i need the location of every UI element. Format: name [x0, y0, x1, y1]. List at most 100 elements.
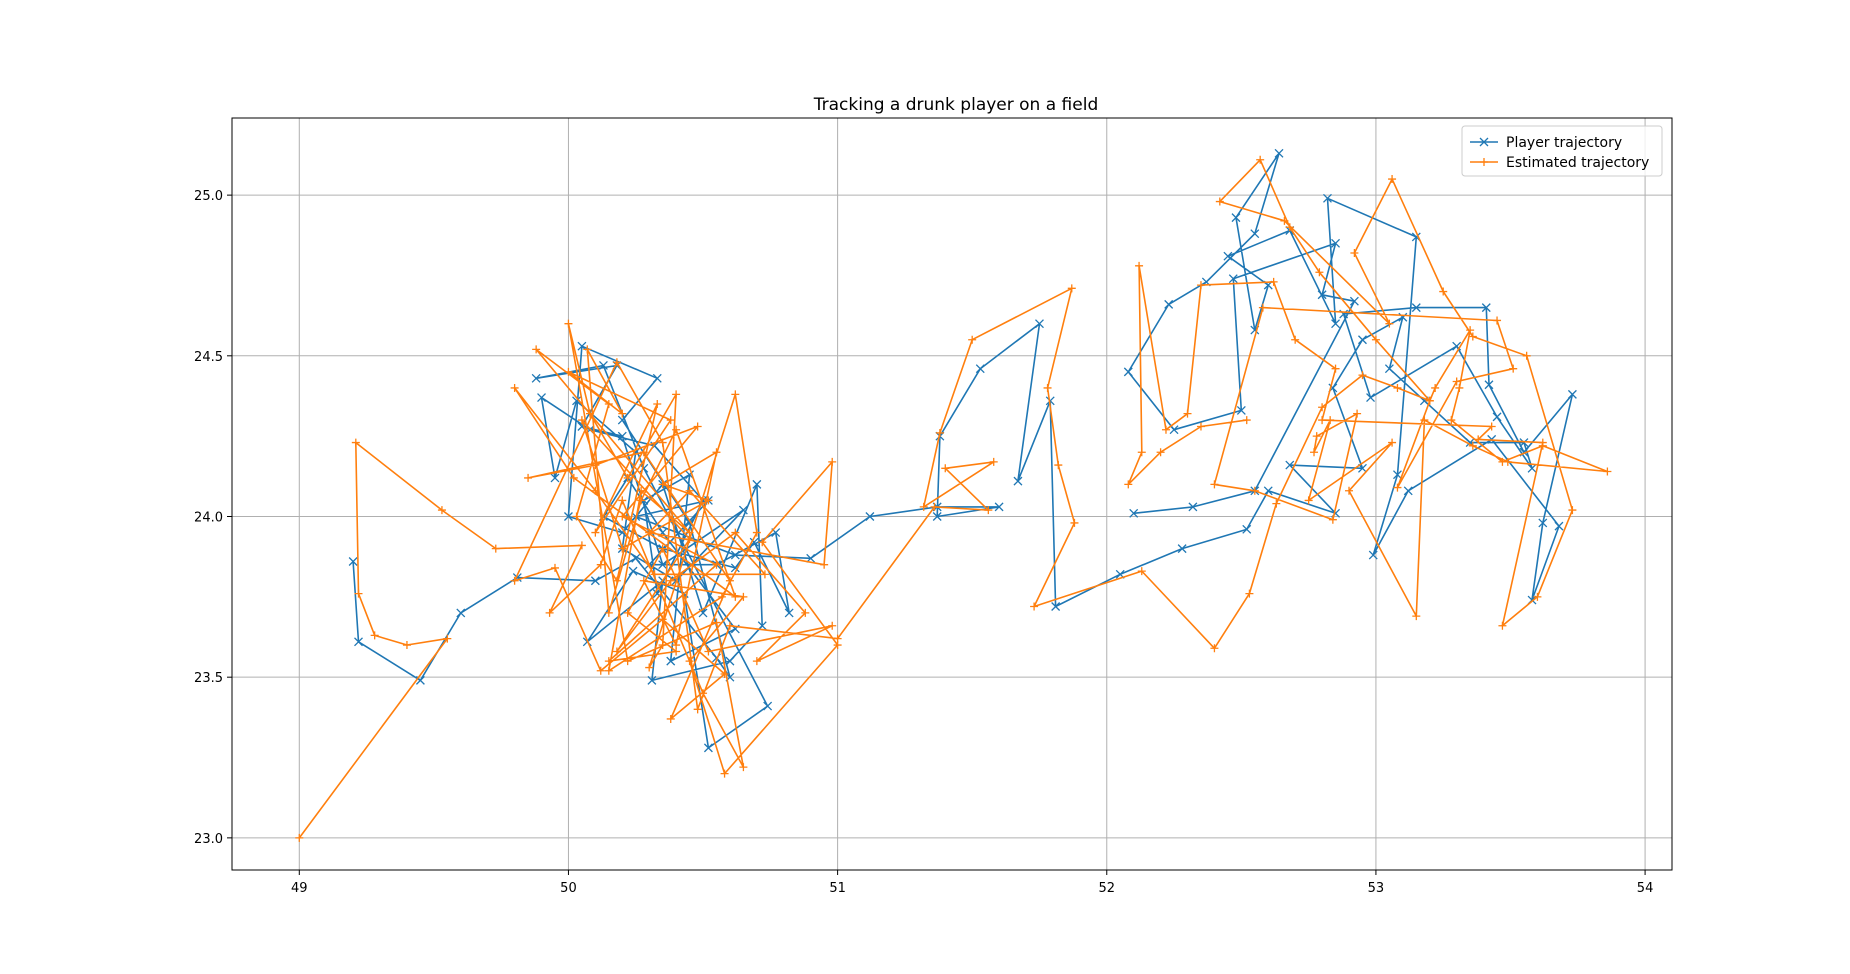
data-point: [1368, 550, 1378, 560]
data-point: [618, 544, 627, 553]
data-point: [1315, 268, 1324, 277]
data-point: [1412, 612, 1421, 621]
data-point: [1223, 251, 1233, 261]
data-point: [1554, 521, 1564, 531]
data-point: [1263, 486, 1273, 496]
data-point: [1210, 480, 1219, 489]
data-point: [354, 589, 363, 598]
data-point: [1345, 486, 1354, 495]
data-point: [456, 608, 466, 618]
data-point: [704, 647, 713, 656]
data-point: [531, 373, 541, 383]
data-point: [738, 505, 748, 515]
data-point: [572, 396, 581, 406]
data-point: [941, 464, 950, 473]
data-point: [1331, 238, 1341, 248]
data-point: [1411, 303, 1421, 313]
data-point: [612, 576, 621, 585]
data-point: [402, 641, 411, 650]
data-point: [596, 666, 605, 675]
data-point: [618, 512, 627, 521]
y-tick-label: 24.0: [194, 510, 223, 525]
data-point: [1188, 502, 1198, 512]
data-point: [628, 566, 638, 576]
data-point: [1447, 416, 1456, 425]
data-point: [652, 373, 662, 383]
data-point: [1030, 602, 1039, 611]
data-point: [1242, 524, 1252, 534]
data-point: [1280, 216, 1289, 225]
data-point: [1137, 448, 1146, 457]
data-point: [591, 528, 600, 537]
data-point: [919, 502, 928, 511]
data-point: [693, 422, 702, 431]
data-point: [623, 657, 632, 666]
data-point: [1568, 506, 1577, 515]
data-point: [1431, 383, 1440, 392]
x-tick-label: 51: [829, 881, 846, 896]
data-point: [731, 390, 740, 399]
data-point: [1236, 405, 1246, 415]
chart-title: Tracking a drunk player on a field: [813, 95, 1099, 115]
plot-frame: [231, 117, 1673, 871]
data-point: [1269, 277, 1278, 286]
data-point: [730, 563, 740, 573]
data-point: [865, 512, 875, 521]
data-point: [510, 383, 519, 392]
data-point: [598, 360, 608, 370]
legend-marker: [1480, 158, 1488, 166]
data-point: [1358, 371, 1367, 380]
x-tick-label: 54: [1637, 881, 1654, 896]
data-point: [623, 608, 632, 617]
y-tick-label: 23.0: [194, 832, 223, 847]
data-point: [1567, 389, 1577, 399]
data-point: [1455, 383, 1464, 392]
data-point: [604, 666, 613, 675]
series-2: [295, 155, 1612, 842]
data-point: [666, 656, 676, 666]
data-point: [1468, 441, 1477, 450]
data-point: [650, 570, 659, 579]
data-point: [1384, 364, 1394, 374]
data-point: [717, 592, 726, 601]
data-point: [1393, 483, 1402, 492]
data-point: [1137, 567, 1146, 576]
data-point: [1527, 463, 1537, 473]
data-point: [618, 409, 627, 418]
data-point: [975, 364, 985, 374]
data-point: [1388, 175, 1397, 184]
series-layer: [295, 148, 1612, 842]
data-point: [1538, 438, 1547, 447]
data-point: [801, 608, 810, 617]
data-point: [617, 415, 627, 425]
data-point: [820, 560, 829, 569]
data-point: [1304, 496, 1313, 505]
data-point: [443, 634, 452, 643]
data-point: [1503, 457, 1512, 466]
x-tick-label: 53: [1368, 881, 1385, 896]
data-point: [623, 473, 632, 482]
data-point: [645, 663, 654, 672]
data-point: [749, 537, 759, 547]
data-point: [1420, 416, 1429, 425]
data-point: [437, 506, 446, 515]
data-point: [564, 367, 573, 376]
data-point: [572, 512, 581, 521]
x-tick-label: 52: [1098, 881, 1115, 896]
data-point: [1272, 499, 1281, 508]
data-point: [989, 457, 998, 466]
data-point: [1318, 403, 1327, 412]
data-point: [596, 560, 605, 569]
data-point: [1323, 193, 1332, 203]
data-point: [731, 592, 740, 601]
data-point: [1326, 416, 1335, 425]
data-point: [591, 486, 600, 495]
data-point: [833, 634, 842, 643]
data-point: [590, 576, 600, 586]
data-point: [730, 550, 740, 560]
data-point: [658, 615, 667, 624]
data-point: [672, 425, 681, 434]
data-point: [1385, 319, 1394, 328]
data-point: [563, 512, 573, 521]
data-point: [1067, 284, 1076, 293]
